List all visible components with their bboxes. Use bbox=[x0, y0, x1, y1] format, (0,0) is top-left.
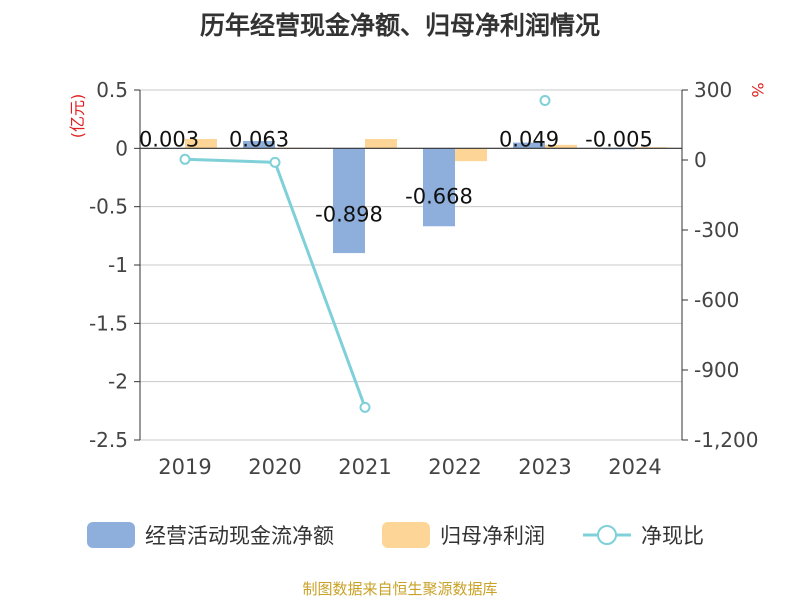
source-note: 制图数据来自恒生聚源数据库 bbox=[302, 580, 498, 598]
left-tick-label: 0 bbox=[115, 136, 128, 160]
ratio-point bbox=[179, 153, 191, 165]
right-tick-label: -900 bbox=[694, 358, 739, 382]
bar-net-profit bbox=[365, 139, 397, 149]
x-tick-label: 2020 bbox=[248, 455, 301, 479]
x-tick-label: 2024 bbox=[608, 455, 661, 479]
right-tick-label: 300 bbox=[694, 78, 732, 102]
x-tick-label: 2021 bbox=[338, 455, 391, 479]
bar-data-label: 0.049 bbox=[499, 127, 559, 151]
legend-label: 经营活动现金流净额 bbox=[145, 524, 334, 548]
legend-label: 净现比 bbox=[641, 524, 704, 548]
left-tick-label: -2.5 bbox=[89, 428, 128, 452]
bar-net-profit bbox=[545, 144, 577, 149]
ratio-point bbox=[359, 401, 371, 413]
legend-marker bbox=[597, 525, 617, 545]
left-tick-label: -0.5 bbox=[89, 195, 128, 219]
x-tick-label: 2019 bbox=[158, 455, 211, 479]
right-tick-label: -300 bbox=[694, 218, 739, 242]
legend-label: 归母净利润 bbox=[440, 524, 545, 548]
bar-net-profit bbox=[455, 148, 487, 162]
bar-cashflow bbox=[423, 148, 455, 227]
bar-cashflow bbox=[513, 142, 545, 149]
bar-data-label: -0.668 bbox=[405, 185, 473, 209]
legend-swatch bbox=[87, 522, 135, 548]
bar-net-profit bbox=[185, 139, 217, 149]
bar-data-label: 0.063 bbox=[229, 127, 289, 151]
x-tick-label: 2023 bbox=[518, 455, 571, 479]
bar-data-label: -0.005 bbox=[585, 127, 653, 151]
right-tick-label: -1,200 bbox=[694, 428, 758, 452]
right-axis-unit: % bbox=[748, 82, 767, 97]
bar-cashflow bbox=[243, 140, 275, 149]
chart-title: 历年经营现金净额、归母净利润情况 bbox=[199, 11, 600, 40]
left-tick-label: -1 bbox=[108, 253, 128, 277]
bar-data-label: 0.003 bbox=[139, 127, 199, 151]
left-tick-label: -1.5 bbox=[89, 311, 128, 335]
ratio-point bbox=[269, 156, 281, 168]
legend-swatch bbox=[382, 522, 430, 548]
right-tick-label: -600 bbox=[694, 288, 739, 312]
left-tick-label: -2 bbox=[108, 370, 128, 394]
left-axis-unit: (亿元) bbox=[68, 94, 87, 139]
right-tick-label: 0 bbox=[694, 148, 707, 172]
x-tick-label: 2022 bbox=[428, 455, 481, 479]
bar-data-label: -0.898 bbox=[315, 203, 383, 227]
left-tick-label: 0.5 bbox=[96, 78, 128, 102]
bar-cashflow bbox=[333, 148, 365, 254]
ratio-point bbox=[539, 95, 551, 106]
